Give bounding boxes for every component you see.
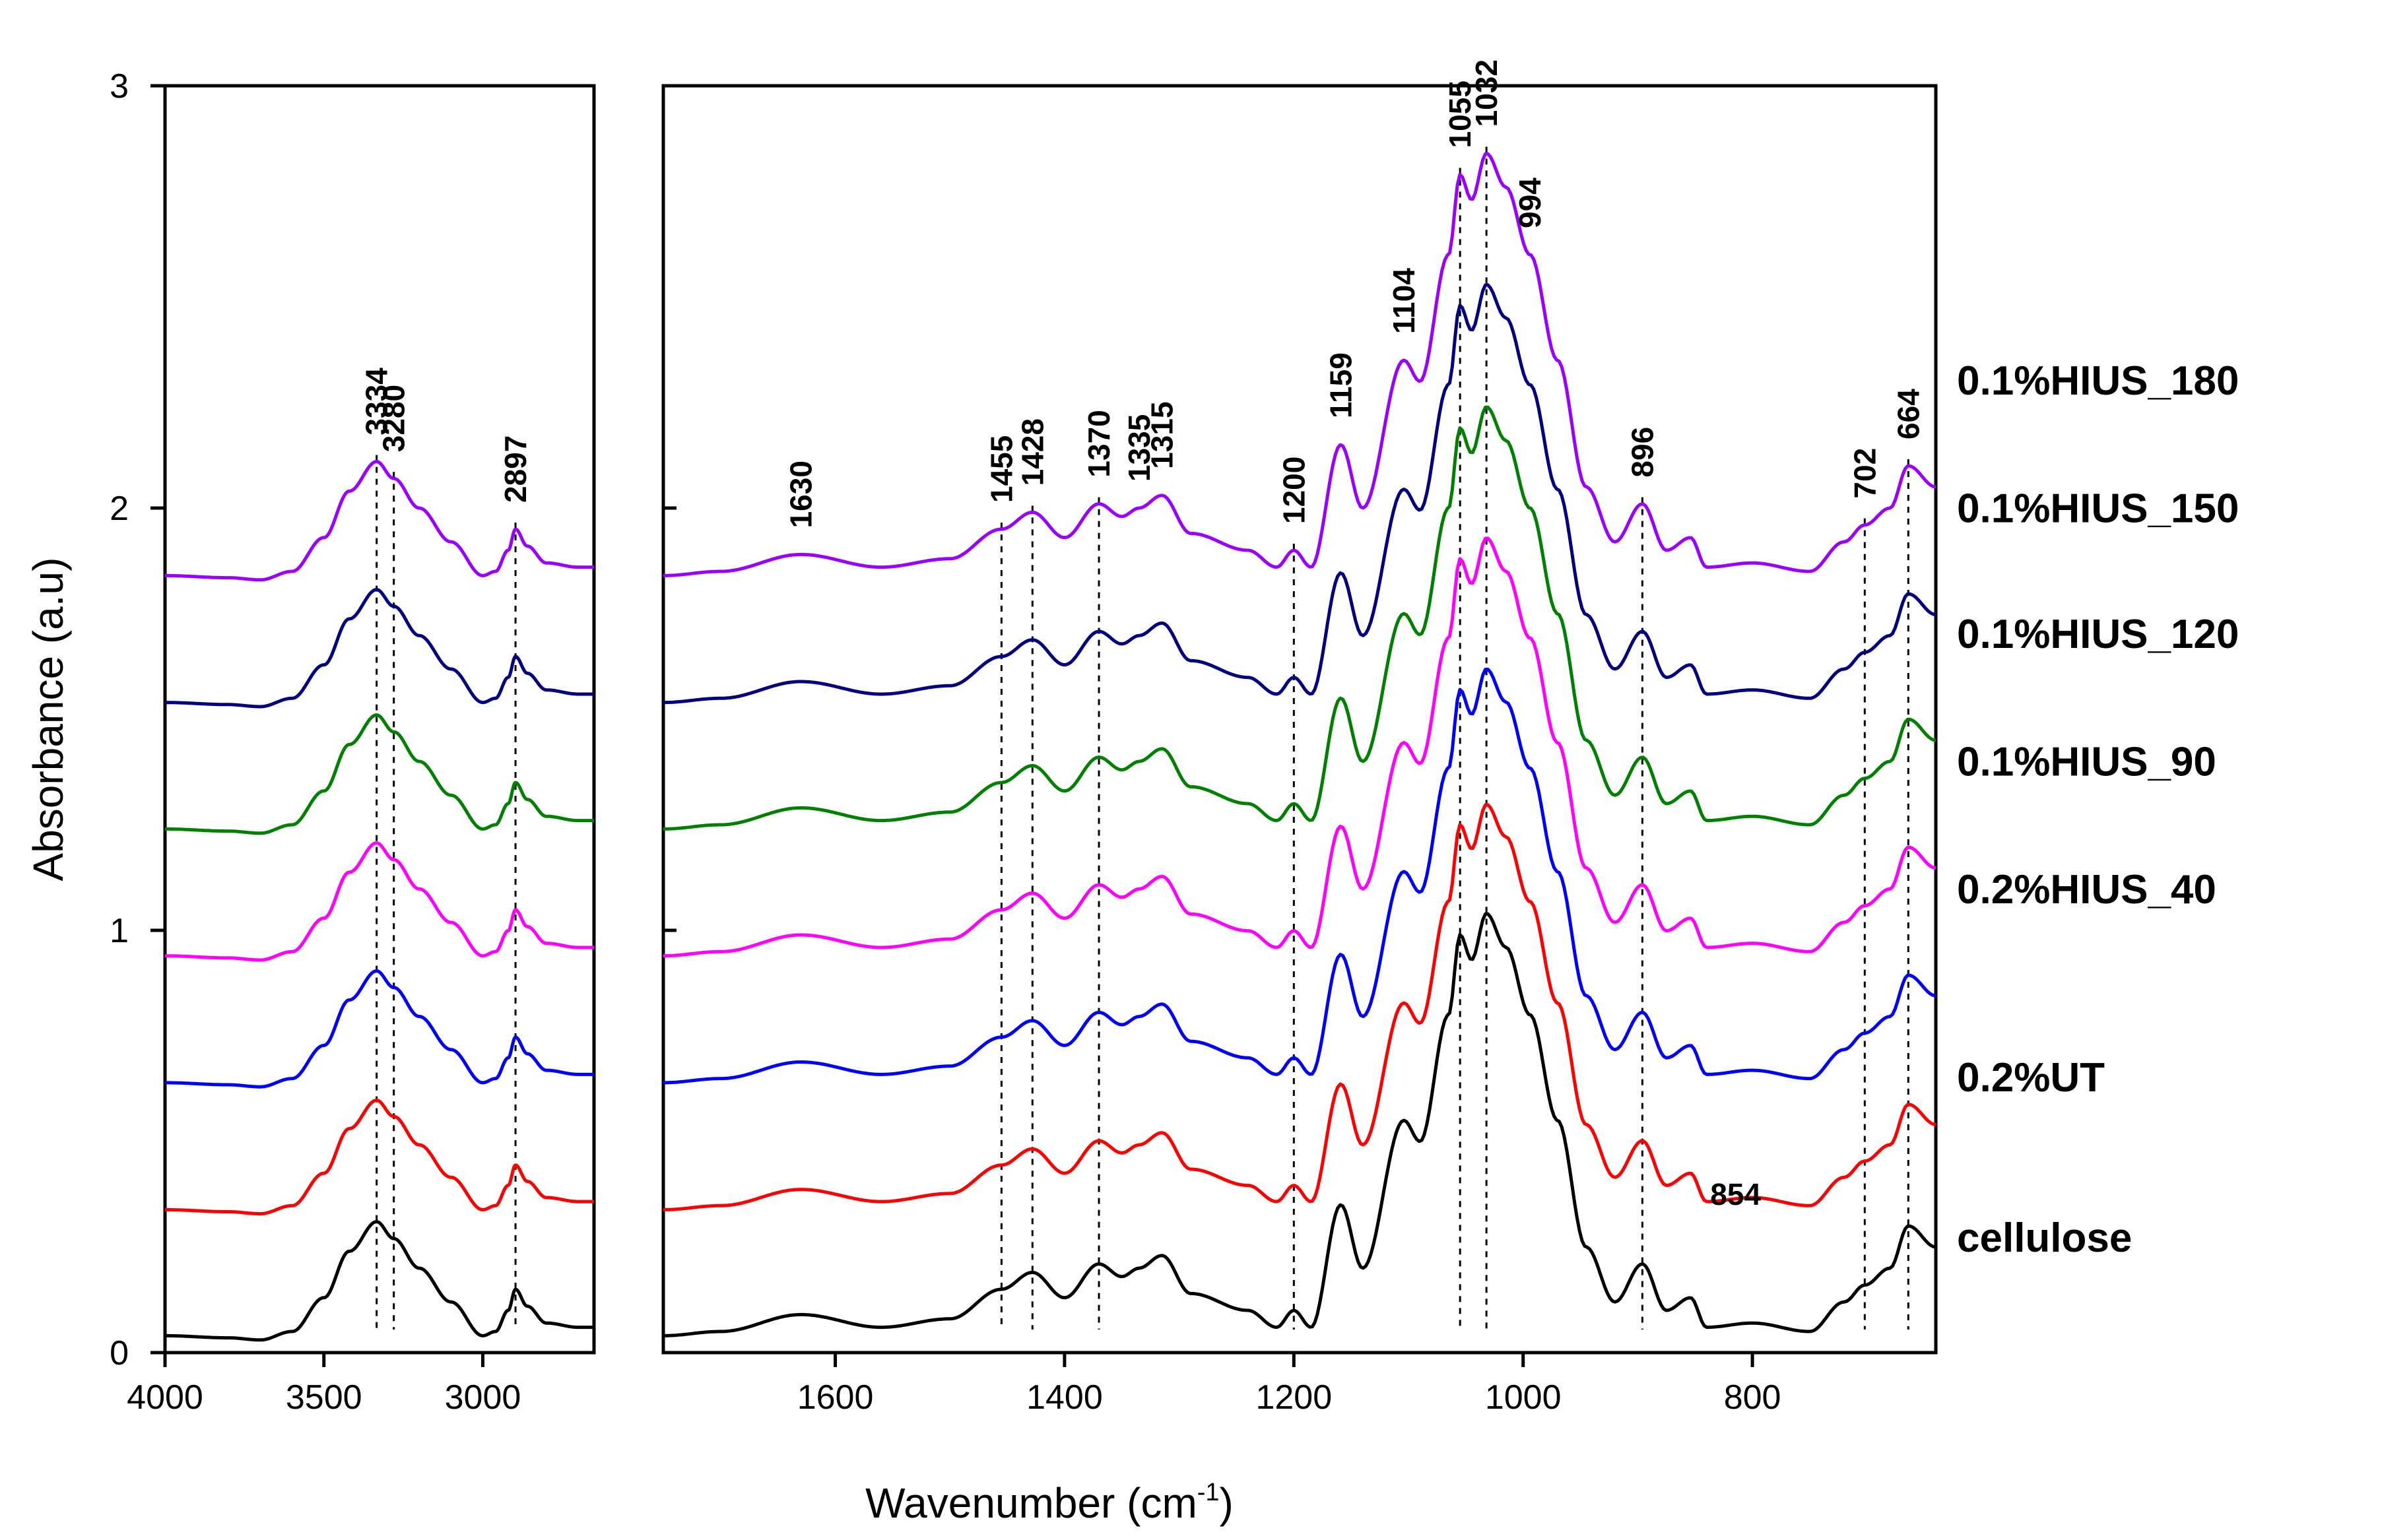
y-tick-label: 2: [110, 490, 129, 528]
series-line-0-2-hius-40-high-wavenumber: [164, 969, 595, 1089]
series-line-0-1-hius-120-high-wavenumber: [164, 713, 595, 835]
fingerprint-panel: [661, 84, 1938, 1355]
high-wavenumber-panel: [163, 84, 596, 1355]
peak-label-1370: 1370: [1082, 410, 1116, 477]
x-tick-label: 800: [1724, 1378, 1781, 1417]
peak-guide-lines: [376, 146, 1909, 1330]
peak-label-1428: 1428: [1015, 418, 1049, 486]
series-line-0-1-hius-90-fingerprint: [663, 536, 1936, 958]
series-label-0-1-hius-120: 0.1%HIUS_120: [1957, 612, 2239, 657]
peak-label-702: 702: [1847, 448, 1882, 499]
y-axis: 0 1 2 3: [110, 67, 677, 1372]
series-label-cellulose: cellulose: [1957, 1215, 2132, 1261]
x-axis-title-text: Wavenumber (cm: [865, 1479, 1197, 1527]
peak-label-1055: 1055: [1443, 80, 1477, 148]
series-label-0-1-hius-90: 0.1%HIUS_90: [1957, 740, 2216, 785]
peak-label-3280: 3280: [377, 385, 411, 452]
peak-label-1335: 1335: [1122, 414, 1156, 482]
peak-label-1630: 1630: [783, 461, 818, 528]
x-tick-label: 1400: [1026, 1378, 1103, 1417]
x-axis-title-superscript: -1: [1197, 1479, 1220, 1506]
series-line-0-1-hius-120-fingerprint: [663, 405, 1936, 831]
right-panel-frame: [661, 84, 1938, 1355]
peak-label-1032: 1032: [1469, 59, 1504, 127]
series-line-0-1-hius-150-high-wavenumber: [164, 588, 595, 709]
peak-label-1200: 1200: [1276, 457, 1311, 524]
series-line-0-2-ut-high-wavenumber: [164, 1099, 595, 1216]
y-tick-label: 1: [110, 912, 129, 950]
peak-label-896: 896: [1625, 427, 1659, 478]
y-tick-label: 0: [110, 1334, 129, 1372]
series-line-0-1-hius-90-high-wavenumber: [164, 841, 595, 962]
series-line-cellulose-fingerprint: [663, 912, 1936, 1337]
peak-label-3334: 3334: [360, 368, 394, 435]
peak-label-854: 854: [1710, 1177, 1761, 1211]
x-axis-title: Wavenumber (cm-1): [865, 1479, 1234, 1527]
spectra-lines: [164, 152, 1936, 1342]
x-tick-label: 3000: [445, 1378, 521, 1417]
peak-label-1315: 1315: [1145, 401, 1179, 468]
peak-label-1159: 1159: [1324, 352, 1358, 418]
y-tick-label: 3: [110, 67, 129, 106]
x-tick-label: 4000: [127, 1378, 203, 1417]
series-line-0-1-hius-150-fingerprint: [663, 283, 1936, 705]
peak-label-1104: 1104: [1387, 268, 1421, 334]
x-tick-label: 3500: [286, 1378, 362, 1417]
y-axis-title: Absorbance (a.u): [24, 558, 72, 882]
series-label-0-1-hius-150: 0.1%HIUS_150: [1957, 486, 2239, 532]
x-tick-label: 1000: [1485, 1378, 1562, 1417]
series-labels: cellulose 0.2%UT 0.2%HIUS_40 0.1%HIUS_90 0.1…: [1957, 358, 2239, 1261]
x-tick-label: 1600: [797, 1378, 874, 1417]
peak-label-664: 664: [1891, 389, 1925, 439]
series-label-0-1-hius-180: 0.1%HIUS_180: [1957, 358, 2239, 404]
peak-label-2897: 2897: [498, 435, 533, 503]
peak-label-994: 994: [1513, 177, 1547, 228]
series-line-0-1-hius-180-high-wavenumber: [164, 460, 595, 582]
series-label-0-2-ut: 0.2%UT: [1957, 1055, 2105, 1101]
series-line-0-2-hius-40-fingerprint: [663, 667, 1936, 1085]
series-label-0-2-hius-40: 0.2%HIUS_40: [1957, 867, 2216, 913]
series-line-0-1-hius-180-fingerprint: [663, 152, 1936, 577]
x-axis-title-close: ): [1220, 1479, 1234, 1527]
series-line-0-2-ut-fingerprint: [663, 803, 1936, 1211]
x-tick-label: 1200: [1255, 1378, 1332, 1417]
x-axis: 4000 3500 3000 1600 1400 1200 1000 800: [127, 1353, 1781, 1417]
peak-label-1455: 1455: [984, 435, 1018, 503]
left-panel-frame: [163, 84, 596, 1355]
series-line-cellulose-high-wavenumber: [164, 1220, 595, 1342]
